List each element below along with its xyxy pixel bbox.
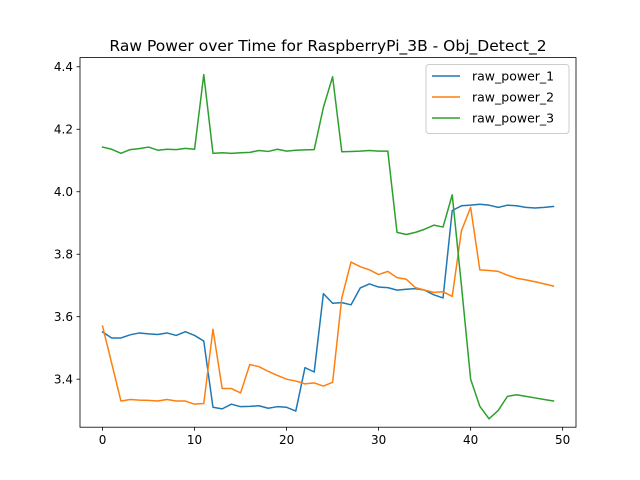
y-tick-label: 4.2 [54, 123, 73, 137]
y-tick-label: 4.0 [54, 185, 73, 199]
series-line-raw-power-3 [101, 73, 555, 420]
y-tick-label: 3.8 [54, 248, 73, 262]
x-tick-label: 30 [371, 433, 386, 447]
legend-label-raw-power-2: raw_power_2 [472, 90, 554, 105]
plot-frame [79, 57, 577, 428]
y-tick-label: 3.6 [54, 310, 73, 324]
x-tick-label: 50 [555, 433, 570, 447]
series-layer [101, 73, 555, 420]
legend-label-raw-power-1: raw_power_1 [472, 69, 554, 84]
series-line-raw-power-2 [101, 206, 555, 405]
x-tick-label: 40 [463, 433, 478, 447]
x-tick-label: 20 [279, 433, 294, 447]
legend: raw_power_1 raw_power_2 raw_power_3 [425, 64, 570, 134]
y-tick-label: 4.4 [54, 60, 73, 74]
x-tick-label: 10 [187, 433, 202, 447]
ticks-layer: 0 10 20 30 40 50 3.4 3.6 3.8 4.0 4.2 4.4 [54, 60, 570, 447]
series-line-raw-power-1 [101, 203, 555, 412]
legend-box [425, 64, 570, 134]
chart-title: Raw Power over Time for RaspberryPi_3B -… [109, 37, 546, 56]
x-tick-label: 0 [99, 433, 107, 447]
y-tick-label: 3.4 [54, 372, 73, 386]
legend-label-raw-power-3: raw_power_3 [472, 111, 554, 126]
